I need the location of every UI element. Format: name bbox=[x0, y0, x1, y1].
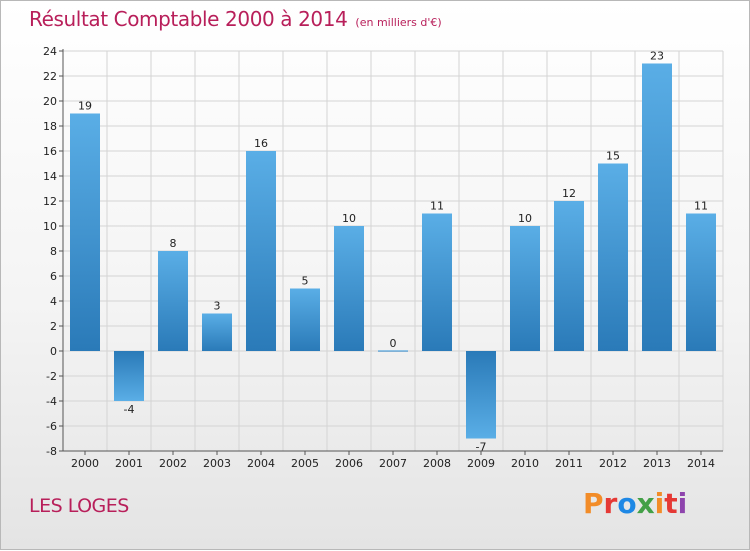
value-label: 19 bbox=[78, 100, 92, 113]
x-tick-label: 2003 bbox=[203, 457, 231, 470]
y-tick-label: 10 bbox=[43, 220, 57, 233]
y-tick-label: 4 bbox=[50, 295, 57, 308]
value-label: 3 bbox=[214, 300, 221, 313]
value-label: -4 bbox=[124, 403, 135, 416]
bar-2011 bbox=[554, 201, 584, 351]
value-label: 23 bbox=[650, 50, 664, 63]
chart-subtitle: (en milliers d'€) bbox=[355, 16, 442, 29]
x-tick-label: 2010 bbox=[511, 457, 539, 470]
y-tick-label: 0 bbox=[50, 345, 57, 358]
x-tick-label: 2009 bbox=[467, 457, 495, 470]
y-tick-label: 2 bbox=[50, 320, 57, 333]
logo-letter: i bbox=[654, 487, 665, 520]
x-tick-label: 2012 bbox=[599, 457, 627, 470]
y-tick-label: -8 bbox=[46, 445, 57, 458]
value-label: 10 bbox=[518, 212, 532, 225]
y-tick-label: 20 bbox=[43, 95, 57, 108]
x-tick-label: 2007 bbox=[379, 457, 407, 470]
y-tick-label: 24 bbox=[43, 45, 57, 58]
value-label: 15 bbox=[606, 150, 620, 163]
x-tick-label: 2000 bbox=[71, 457, 99, 470]
bar-2013 bbox=[642, 63, 672, 351]
bar-2010 bbox=[510, 226, 540, 351]
value-label: 12 bbox=[562, 187, 576, 200]
bars bbox=[70, 63, 716, 439]
logo-letter: i bbox=[677, 487, 688, 520]
bar-2009 bbox=[466, 351, 496, 439]
bar-2001 bbox=[114, 351, 144, 401]
logo-letter: x bbox=[636, 487, 655, 520]
axes bbox=[59, 49, 723, 455]
value-label: 10 bbox=[342, 212, 356, 225]
commune-name: LES LOGES bbox=[29, 495, 129, 517]
x-tick-label: 2001 bbox=[115, 457, 143, 470]
value-label: 11 bbox=[430, 200, 444, 213]
y-tick-label: 16 bbox=[43, 145, 57, 158]
bar-2005 bbox=[290, 288, 320, 351]
bar-2007 bbox=[378, 350, 408, 352]
x-tick-label: 2013 bbox=[643, 457, 671, 470]
x-tick-label: 2005 bbox=[291, 457, 319, 470]
bar-2004 bbox=[246, 151, 276, 351]
y-tick-label: -4 bbox=[46, 395, 57, 408]
value-label: 11 bbox=[694, 200, 708, 213]
logo-letter: P bbox=[583, 487, 604, 520]
labels: -8-6-4-2024681012141618202224192000-4200… bbox=[43, 45, 715, 470]
y-tick-label: 22 bbox=[43, 70, 57, 83]
y-tick-label: -6 bbox=[46, 420, 57, 433]
value-label: 0 bbox=[390, 337, 397, 350]
value-label: 16 bbox=[254, 137, 268, 150]
bar-2014 bbox=[686, 213, 716, 351]
y-tick-label: -2 bbox=[46, 370, 57, 383]
x-tick-label: 2004 bbox=[247, 457, 275, 470]
bar-2008 bbox=[422, 213, 452, 351]
x-tick-label: 2008 bbox=[423, 457, 451, 470]
bar-2002 bbox=[158, 251, 188, 351]
bar-2006 bbox=[334, 226, 364, 351]
value-label: -7 bbox=[476, 441, 487, 454]
y-tick-label: 14 bbox=[43, 170, 57, 183]
bar-2003 bbox=[202, 313, 232, 351]
x-tick-label: 2002 bbox=[159, 457, 187, 470]
chart-title-text: Résultat Comptable 2000 à 2014 bbox=[29, 7, 348, 31]
y-tick-label: 8 bbox=[50, 245, 57, 258]
y-tick-label: 12 bbox=[43, 195, 57, 208]
y-tick-label: 18 bbox=[43, 120, 57, 133]
x-tick-label: 2006 bbox=[335, 457, 363, 470]
y-tick-label: 6 bbox=[50, 270, 57, 283]
bar-2012 bbox=[598, 163, 628, 351]
x-tick-label: 2011 bbox=[555, 457, 583, 470]
logo-letter: o bbox=[617, 487, 637, 520]
value-label: 5 bbox=[302, 275, 309, 288]
chart-title: Résultat Comptable 2000 à 2014 (en millie… bbox=[29, 7, 442, 31]
logo-letter: t bbox=[664, 487, 678, 520]
x-tick-label: 2014 bbox=[687, 457, 715, 470]
logo-letter: r bbox=[603, 487, 618, 520]
proxiti-logo: Proxiti bbox=[583, 487, 687, 520]
value-label: 8 bbox=[170, 237, 177, 250]
bar-2000 bbox=[70, 113, 100, 351]
